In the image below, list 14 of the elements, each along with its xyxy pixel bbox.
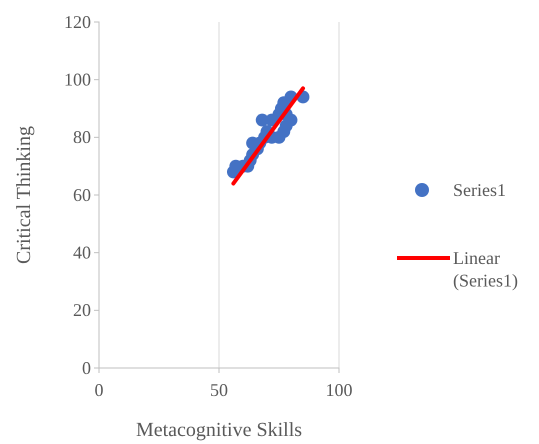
y-axis-title: Critical Thinking [13,126,35,264]
y-tick-label: 80 [73,127,91,148]
x-axis-title: Metacognitive Skills [136,419,302,441]
y-tick-label: 60 [73,184,91,205]
y-tick-label: 100 [64,69,91,90]
x-tick-label: 0 [94,380,104,400]
y-tick-label: 40 [73,242,91,262]
y-tick-label: 0 [82,358,91,378]
y-tick-label: 20 [73,300,91,320]
legend-label: Linear (Series1) [453,248,518,290]
y-tick-label: 120 [64,12,91,32]
x-tick-label: 100 [326,380,352,400]
x-tick-label: 50 [210,380,228,400]
legend-label: Series1 [453,180,506,200]
